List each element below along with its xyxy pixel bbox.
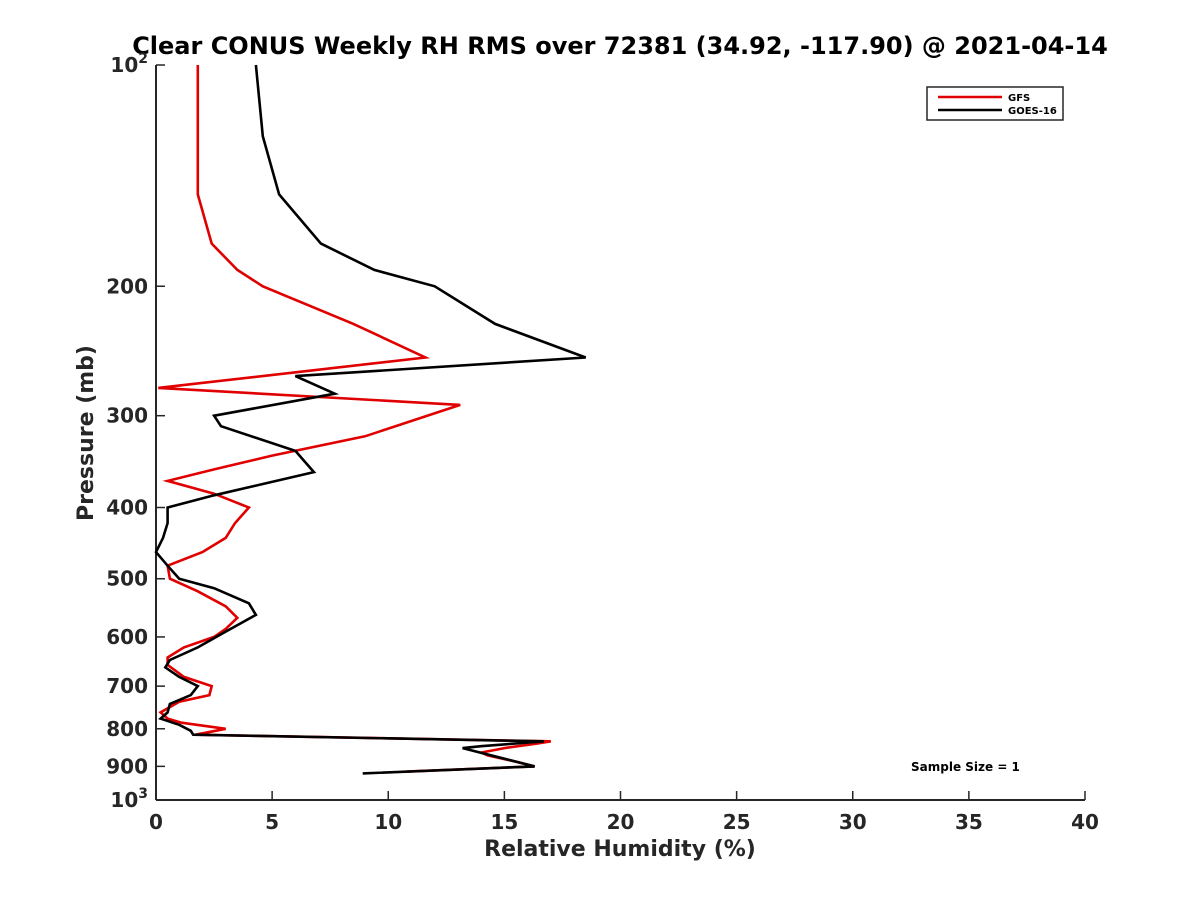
y-tick-base: 10 <box>110 53 138 77</box>
y-tick-label: 600 <box>106 625 148 649</box>
x-tick-label: 5 <box>265 810 279 834</box>
chart-title: Clear CONUS Weekly RH RMS over 72381 (34… <box>132 32 1108 60</box>
x-tick-label: 30 <box>839 810 867 834</box>
x-tick-label: 10 <box>374 810 402 834</box>
x-tick-label: 35 <box>955 810 983 834</box>
x-tick-label: 15 <box>490 810 518 834</box>
y-tick-label: 103 <box>110 786 148 812</box>
y-tick-label: 700 <box>106 674 148 698</box>
series-line-goes16 <box>154 64 587 775</box>
x-tick-label: 0 <box>149 810 163 834</box>
legend-box <box>926 86 1064 121</box>
y-tick-label: 400 <box>106 496 148 520</box>
x-axis-label: Relative Humidity (%) <box>484 837 756 862</box>
axes: 0 5 10 15 20 25 30 35 40102200300400500600700800… <box>106 51 1099 834</box>
y-tick-label: 102 <box>110 51 148 77</box>
y-tick-label: 200 <box>106 274 148 298</box>
y-tick-exponent: 3 <box>138 786 148 802</box>
sample-size-annotation: Sample Size = 1 <box>911 760 1020 774</box>
y-tick-base: 10 <box>110 788 138 812</box>
x-tick-label: 40 <box>1071 810 1099 834</box>
x-tick-label: 25 <box>723 810 751 834</box>
y-tick-label: 500 <box>106 567 148 591</box>
y-tick-label: 900 <box>106 754 148 778</box>
legend: GFS GOES-16 <box>926 86 1064 121</box>
y-axis-label: Pressure (mb) <box>74 345 99 521</box>
y-tick-label: 800 <box>106 717 148 741</box>
legend-label-goes16: GOES-16 <box>1008 106 1057 117</box>
series-layer <box>154 64 587 775</box>
y-tick-label: 300 <box>106 404 148 428</box>
y-tick-exponent: 2 <box>138 51 148 67</box>
legend-label-gfs: GFS <box>1008 93 1030 104</box>
x-tick-label: 20 <box>607 810 635 834</box>
